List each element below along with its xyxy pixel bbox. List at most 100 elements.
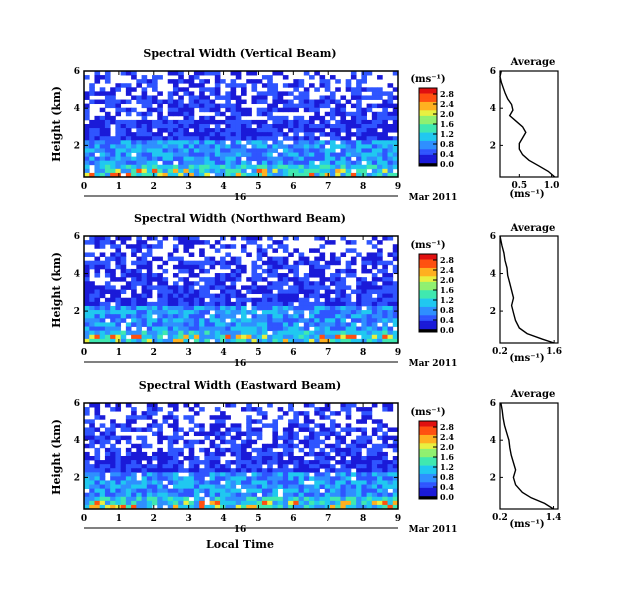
heatmap-cell xyxy=(214,172,221,178)
heatmap-cell xyxy=(152,99,158,105)
heatmap-cell xyxy=(267,301,273,307)
heatmap-cell xyxy=(172,87,179,92)
heatmap-cell xyxy=(345,415,352,420)
heatmap-cell xyxy=(387,128,394,133)
heatmap-cell xyxy=(371,314,378,319)
heatmap-cell xyxy=(377,95,383,100)
heatmap-cell xyxy=(125,500,132,506)
heatmap-cell xyxy=(115,301,122,307)
heatmap-cell xyxy=(131,305,137,311)
heatmap-cell xyxy=(235,305,242,311)
heatmap-cell xyxy=(282,281,289,286)
heatmap-cell xyxy=(392,500,399,506)
heatmap-cell xyxy=(220,244,226,249)
heatmap-cell xyxy=(84,107,90,113)
heatmap-cell xyxy=(225,273,231,278)
heatmap-cell xyxy=(99,136,106,141)
heatmap-cell xyxy=(251,140,258,145)
heatmap-cell xyxy=(183,103,190,109)
heatmap-cell xyxy=(361,115,367,121)
heatmap-cell xyxy=(84,95,90,100)
heatmap-cell xyxy=(246,136,252,141)
heatmap-cell xyxy=(125,172,132,178)
heatmap-cell xyxy=(371,277,378,282)
heatmap-cell xyxy=(246,334,252,340)
heatmap-cell xyxy=(136,464,142,469)
profile-xlabel: (ms⁻¹) xyxy=(509,189,544,200)
heatmap-cell xyxy=(104,99,111,105)
colorbar-swatch xyxy=(419,90,437,94)
heatmap-cell xyxy=(199,496,205,502)
heatmap-cell xyxy=(293,248,299,253)
heatmap-cell xyxy=(350,305,357,311)
heatmap-cell xyxy=(230,103,237,109)
heatmap-cell xyxy=(387,111,394,117)
heatmap-cell xyxy=(146,488,153,494)
heatmap-cell xyxy=(392,472,399,477)
heatmap-cell xyxy=(361,435,367,441)
heatmap-cell xyxy=(356,168,362,174)
heatmap-cell xyxy=(340,152,347,158)
heatmap-cell xyxy=(319,301,326,307)
heatmap-cell xyxy=(272,160,279,166)
heatmap-cell xyxy=(329,128,336,133)
heatmap-cell xyxy=(99,472,106,477)
heatmap-cell xyxy=(377,451,383,457)
heatmap-cell xyxy=(314,248,320,253)
y-tick-label: 6 xyxy=(74,67,80,77)
heatmap-cell xyxy=(324,260,331,266)
heatmap-cell xyxy=(251,419,258,424)
heatmap-cell xyxy=(146,99,153,105)
heatmap-cell xyxy=(183,439,190,445)
heatmap-cell xyxy=(361,156,367,162)
heatmap-cell xyxy=(282,107,289,113)
heatmap-cell xyxy=(309,451,315,457)
heatmap-cell xyxy=(345,468,352,473)
heatmap-cell xyxy=(387,468,394,473)
heatmap-cell xyxy=(220,484,226,490)
heatmap-cell xyxy=(350,403,357,408)
heatmap-cell xyxy=(350,289,357,295)
heatmap-cell xyxy=(272,144,279,149)
heatmap-cell xyxy=(84,136,90,141)
heatmap-cell xyxy=(84,115,90,121)
heatmap-cell xyxy=(272,460,279,465)
heatmap-cell xyxy=(115,480,122,485)
heatmap-cell xyxy=(225,128,231,133)
heatmap-cell xyxy=(267,403,273,408)
heatmap-cell xyxy=(99,443,106,449)
heatmap-cell xyxy=(172,326,179,332)
heatmap-cell xyxy=(141,301,148,307)
heatmap-cell xyxy=(94,464,101,469)
heatmap-cell xyxy=(162,119,169,125)
heatmap-cell xyxy=(272,119,279,125)
heatmap-cell xyxy=(314,435,320,441)
heatmap-cell xyxy=(204,318,210,323)
heatmap-cell xyxy=(319,79,326,84)
heatmap-cell xyxy=(335,119,341,125)
heatmap-cell xyxy=(261,468,268,473)
heatmap-cell xyxy=(246,468,252,473)
heatmap-cell xyxy=(324,415,331,420)
colorbar-tick-label: 2.8 xyxy=(440,422,454,432)
heatmap-cell xyxy=(84,297,90,303)
heatmap-cell xyxy=(204,99,210,105)
heatmap-cell xyxy=(293,411,299,416)
heatmap-cell xyxy=(277,132,284,137)
heatmap-cell xyxy=(136,447,142,453)
heatmap-cell xyxy=(167,103,174,109)
heatmap-cell xyxy=(350,314,357,319)
heatmap-cell xyxy=(89,285,95,290)
heatmap-cell xyxy=(225,334,231,340)
heatmap-cell xyxy=(361,496,367,502)
heatmap-cell xyxy=(120,318,127,323)
heatmap-cell xyxy=(309,128,315,133)
heatmap-cell xyxy=(167,451,174,457)
heatmap-cell xyxy=(94,476,101,481)
heatmap-cell xyxy=(361,256,367,262)
heatmap-cell xyxy=(120,107,127,113)
profile-xlabel: (ms⁻¹) xyxy=(509,353,544,364)
heatmap-cell xyxy=(324,99,331,105)
heatmap-cell xyxy=(329,492,336,498)
heatmap-cell xyxy=(324,322,331,327)
